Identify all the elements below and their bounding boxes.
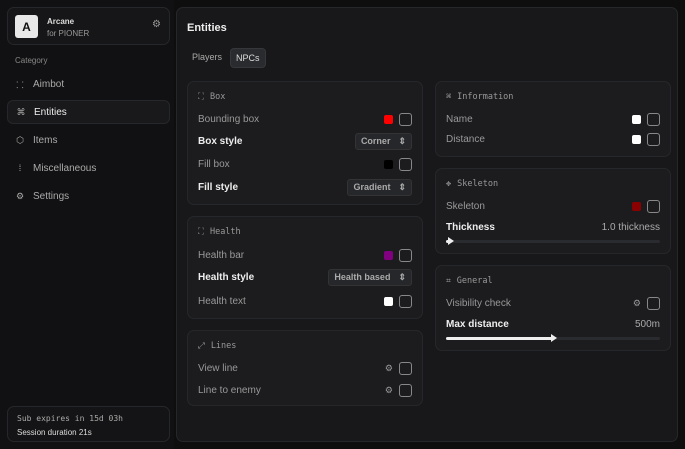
sidebar-item-miscellaneous[interactable]: ⁞ Miscellaneous bbox=[7, 156, 170, 180]
box-style-select[interactable]: Corner ⇕ bbox=[354, 132, 412, 150]
max-distance-slider[interactable] bbox=[446, 334, 660, 342]
fill-style-select[interactable]: Gradient ⇕ bbox=[347, 178, 412, 196]
card-header: ✥ Skeleton bbox=[446, 179, 499, 189]
health-style-select[interactable]: Health based ⇕ bbox=[328, 268, 412, 286]
tab-players[interactable]: Players bbox=[192, 52, 223, 62]
health-style-row: Health style Health based ⇕ bbox=[198, 268, 412, 286]
sidebar: A Arcane for PIONER ⚙ Category ⸬ Aimbot ⌘… bbox=[0, 0, 174, 449]
visibility-check-row: Visibility check ⚙ bbox=[446, 295, 660, 311]
chevron-updown-icon: ⇕ bbox=[398, 135, 406, 146]
box-style-row: Box style Corner ⇕ bbox=[198, 132, 412, 150]
tabs: Players NPCs bbox=[187, 48, 266, 68]
max-distance-row: Max distance 500m bbox=[446, 318, 660, 330]
sidebar-item-entities[interactable]: ⌘ Entities bbox=[7, 100, 170, 124]
line-to-enemy-checkbox[interactable] bbox=[399, 383, 412, 397]
sidebar-item-items[interactable]: ⬡ Items bbox=[7, 128, 170, 152]
color-swatch[interactable] bbox=[632, 201, 641, 211]
health-text-checkbox[interactable] bbox=[399, 294, 412, 308]
card-header: ⌘ Information bbox=[446, 92, 514, 102]
color-swatch[interactable] bbox=[384, 296, 393, 306]
sidebar-item-settings[interactable]: ⚙ Settings bbox=[7, 184, 170, 208]
main-panel: Entities Players NPCs ⛶ Box Bounding box … bbox=[176, 7, 678, 442]
sidebar-item-label: Entities bbox=[34, 106, 67, 118]
skeleton-row: Skeleton bbox=[446, 198, 660, 214]
name-checkbox[interactable] bbox=[647, 112, 660, 126]
sidebar-item-label: Aimbot bbox=[33, 78, 65, 90]
name-row: Name bbox=[446, 111, 660, 127]
color-swatch[interactable] bbox=[632, 114, 641, 124]
thickness-row: Thickness 1.0 thickness bbox=[446, 221, 660, 233]
fill-box-row: Fill box bbox=[198, 156, 412, 172]
gear-icon: ⚙ bbox=[15, 190, 25, 201]
logo: A bbox=[15, 15, 38, 38]
sidebar-item-aimbot[interactable]: ⸬ Aimbot bbox=[7, 72, 170, 96]
card-header: ⤢ Lines bbox=[198, 341, 237, 351]
gear-icon[interactable]: ⚙ bbox=[152, 19, 161, 30]
chevron-updown-icon: ⇕ bbox=[398, 181, 406, 192]
gear-icon[interactable]: ⚙ bbox=[384, 362, 393, 373]
skeleton-icon: ✥ bbox=[446, 179, 452, 189]
category-label: Category bbox=[15, 56, 48, 65]
view-line-checkbox[interactable] bbox=[399, 361, 412, 375]
information-card: ⌘ Information Name Distance bbox=[435, 81, 671, 157]
sidebar-item-label: Miscellaneous bbox=[33, 162, 97, 174]
subscription-card: Sub expires in 15d 03h Session duration … bbox=[7, 406, 170, 442]
distance-row: Distance bbox=[446, 131, 660, 147]
health-text-row: Health text bbox=[198, 293, 412, 309]
slider-thumb[interactable] bbox=[448, 237, 455, 245]
fill-style-row: Fill style Gradient ⇕ bbox=[198, 178, 412, 196]
bounding-box-row: Bounding box bbox=[198, 111, 412, 127]
thickness-slider[interactable] bbox=[446, 237, 660, 245]
visibility-checkbox[interactable] bbox=[647, 296, 660, 310]
entity-icon: ⌘ bbox=[16, 106, 26, 117]
chip-icon: ⌗ bbox=[446, 276, 451, 286]
view-line-row: View line ⚙ bbox=[198, 360, 412, 376]
color-swatch[interactable] bbox=[384, 250, 393, 260]
skeleton-card: ✥ Skeleton Skeleton Thickness 1.0 thicknes… bbox=[435, 168, 671, 254]
sidebar-item-label: Items bbox=[33, 134, 58, 146]
lines-card: ⤢ Lines View line ⚙ Line to enemy ⚙ bbox=[187, 330, 423, 406]
slider-thumb[interactable] bbox=[551, 334, 557, 342]
brand-card: A Arcane for PIONER ⚙ bbox=[7, 7, 170, 45]
color-swatch[interactable] bbox=[384, 159, 393, 169]
chevron-updown-icon: ⇕ bbox=[398, 271, 406, 282]
gear-icon[interactable]: ⚙ bbox=[632, 297, 641, 308]
misc-icon: ⁞ bbox=[18, 163, 22, 173]
skeleton-checkbox[interactable] bbox=[647, 199, 660, 213]
card-header: ⛶ Box bbox=[198, 92, 226, 102]
line-icon: ⤢ bbox=[198, 341, 205, 351]
brand-name: Arcane bbox=[47, 17, 75, 26]
sidebar-item-label: Settings bbox=[33, 190, 70, 202]
tab-npcs[interactable]: NPCs bbox=[230, 48, 266, 68]
gear-icon[interactable]: ⚙ bbox=[384, 384, 393, 395]
fill-box-checkbox[interactable] bbox=[399, 157, 412, 171]
health-bar-checkbox[interactable] bbox=[399, 248, 412, 262]
session-duration: Session duration 21s bbox=[17, 428, 92, 437]
general-card: ⌗ General Visibility check ⚙ Max distance 5… bbox=[435, 265, 671, 351]
card-header: ⛶ Health bbox=[198, 227, 241, 237]
box-icon: ⬡ bbox=[16, 134, 24, 145]
box-icon: ⛶ bbox=[198, 92, 204, 102]
card-header: ⌗ General bbox=[446, 276, 493, 286]
health-icon: ⛶ bbox=[198, 227, 204, 237]
distance-checkbox[interactable] bbox=[647, 132, 660, 146]
brand-subtitle: for PIONER bbox=[47, 29, 90, 38]
crosshair-icon: ⸬ bbox=[16, 79, 24, 90]
sub-expires: Sub expires in 15d 03h bbox=[17, 414, 123, 423]
line-to-enemy-row: Line to enemy ⚙ bbox=[198, 382, 412, 398]
health-card: ⛶ Health Health bar Health style Health ba… bbox=[187, 216, 423, 319]
page-title: Entities bbox=[187, 22, 227, 34]
health-bar-row: Health bar bbox=[198, 247, 412, 263]
info-icon: ⌘ bbox=[446, 92, 452, 102]
color-swatch[interactable] bbox=[632, 134, 641, 144]
bounding-box-checkbox[interactable] bbox=[399, 112, 412, 126]
box-card: ⛶ Box Bounding box Box style Corner ⇕ Fill … bbox=[187, 81, 423, 205]
color-swatch[interactable] bbox=[384, 114, 393, 124]
